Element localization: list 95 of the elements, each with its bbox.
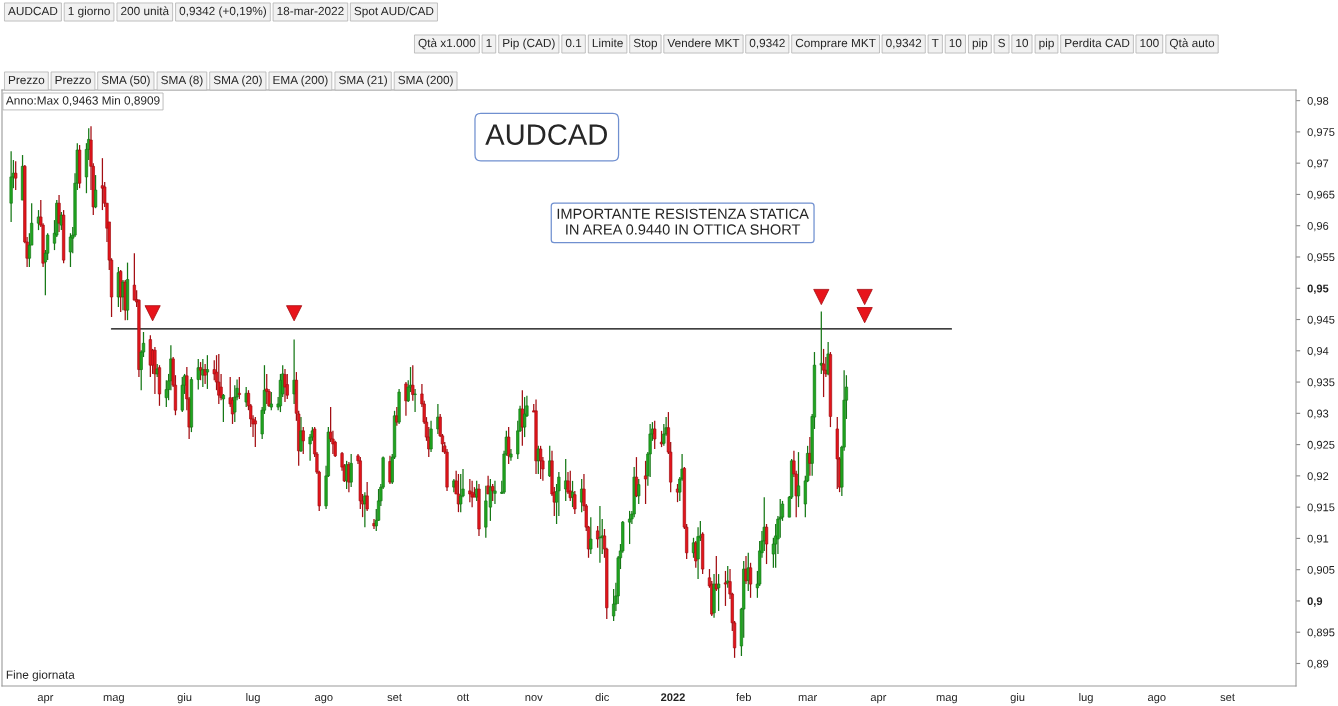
x-tick-label: set: [1220, 693, 1235, 702]
text: 0.1: [565, 38, 582, 48]
x-tick-label: giu: [177, 692, 192, 704]
candlestick: [589, 516, 593, 555]
candlestick: [93, 174, 98, 209]
candlestick: [573, 490, 577, 515]
annotation: Anno:Max 0,9463 Min 0,8909: [5, 95, 160, 107]
text: 1 giorno: [68, 6, 110, 18]
candlestick: [819, 310, 823, 375]
x-tick-label: mar: [798, 695, 817, 702]
x-tick-label: 2022: [660, 693, 685, 702]
y-tick-label: 0,95: [1307, 284, 1329, 294]
x-tick-label: ago: [314, 695, 333, 704]
text: Prezzo: [55, 75, 91, 85]
text: 0,9342: [749, 38, 785, 49]
x-tick-label: nov: [525, 695, 543, 702]
annotation: Fine giornata: [6, 670, 75, 682]
text: EMA (200): [273, 75, 328, 87]
candlestick: [269, 391, 273, 411]
candlestick: [726, 565, 730, 589]
x-tick-label: mag: [936, 695, 957, 704]
text: SMA (21): [339, 75, 387, 87]
text: Perdita CAD: [1065, 38, 1130, 48]
text: 100: [1140, 38, 1159, 48]
text: 1: [486, 38, 492, 48]
text: pip: [1039, 38, 1054, 50]
candlestick: [205, 354, 209, 390]
text: Spot AUD/CAD: [354, 6, 434, 18]
text: 10: [949, 38, 962, 48]
candlestick: [468, 478, 472, 503]
text: pip: [972, 38, 988, 50]
x-tick-label: ott: [457, 693, 470, 702]
y-tick-label: 0,965: [1307, 190, 1335, 200]
candlestick: [523, 396, 527, 438]
text: 10: [1016, 38, 1029, 48]
annotation: IMPORTANTE RESISTENZA STATICA IN AREA 0.9440 IN OTTICA SHORT: [557, 208, 809, 235]
text: Vendere MKT: [667, 38, 740, 48]
y-tick-label: 0,96: [1307, 221, 1329, 232]
text: 0,9342: [886, 38, 922, 49]
x-tick-label: mag: [103, 695, 124, 704]
candlestick: [568, 470, 572, 502]
y-tick-label: 0,97: [1307, 159, 1329, 169]
x-tick-label: ago: [1147, 695, 1166, 704]
y-tick-label: 0,94: [1307, 347, 1329, 357]
text: Pip (CAD): [503, 38, 555, 50]
text: 200 unità: [121, 6, 170, 16]
text: S: [998, 38, 1005, 48]
x-tick-label: feb: [736, 692, 751, 702]
candlestick: [244, 386, 248, 408]
x-tick-label: giu: [1010, 692, 1025, 704]
candlestick: [283, 368, 287, 403]
y-tick-label: 0,915: [1307, 503, 1335, 513]
y-tick-label: 0,93: [1307, 409, 1329, 419]
x-tick-label: apr: [37, 695, 54, 704]
text: SMA (50): [101, 75, 150, 87]
y-tick-label: 0,98: [1307, 96, 1329, 107]
candlestick: [285, 373, 289, 400]
x-tick-label: apr: [870, 695, 887, 704]
text: Comprare MKT: [795, 38, 876, 50]
y-tick-label: 0,905: [1307, 565, 1335, 576]
candlestick: [413, 388, 417, 413]
text: Stop: [633, 38, 658, 50]
text: T: [931, 38, 939, 48]
y-tick-label: 0,895: [1307, 628, 1335, 638]
candlestick: [643, 460, 648, 505]
text: Limite: [592, 38, 623, 48]
y-tick-label: 0,925: [1307, 440, 1335, 451]
y-tick-label: 0,955: [1307, 253, 1335, 263]
x-tick-label: lug: [1079, 692, 1093, 704]
y-tick-label: 0,91: [1307, 534, 1329, 544]
candlestick: [637, 478, 641, 505]
y-tick-label: 0,935: [1307, 378, 1335, 388]
text: 0,9342 (+0,19%): [179, 6, 267, 18]
candlestick: [265, 373, 269, 405]
text: AUDCAD: [485, 124, 607, 145]
candlestick: [196, 358, 200, 391]
candlestick: [717, 573, 721, 612]
text: AUDCAD: [8, 6, 58, 16]
text: SMA (8): [161, 75, 203, 87]
text: Qtà auto: [1169, 38, 1215, 50]
text: SMA (20): [213, 75, 262, 87]
text: 18-mar-2022: [277, 6, 344, 16]
candlestick: [723, 570, 728, 607]
y-tick-label: 0,9: [1307, 597, 1323, 607]
text: Qtà x1.000: [418, 38, 476, 50]
y-tick-label: 0,945: [1307, 315, 1335, 325]
text: SMA (200): [398, 75, 453, 87]
x-tick-label: set: [387, 693, 402, 702]
candlestick: [299, 416, 303, 453]
y-tick-label: 0,92: [1307, 472, 1329, 482]
x-tick-label: lug: [246, 692, 260, 704]
y-tick-label: 0,975: [1307, 128, 1335, 138]
text: Prezzo: [8, 75, 45, 85]
x-tick-label: dic: [595, 692, 610, 702]
y-tick-label: 0,89: [1307, 659, 1329, 669]
